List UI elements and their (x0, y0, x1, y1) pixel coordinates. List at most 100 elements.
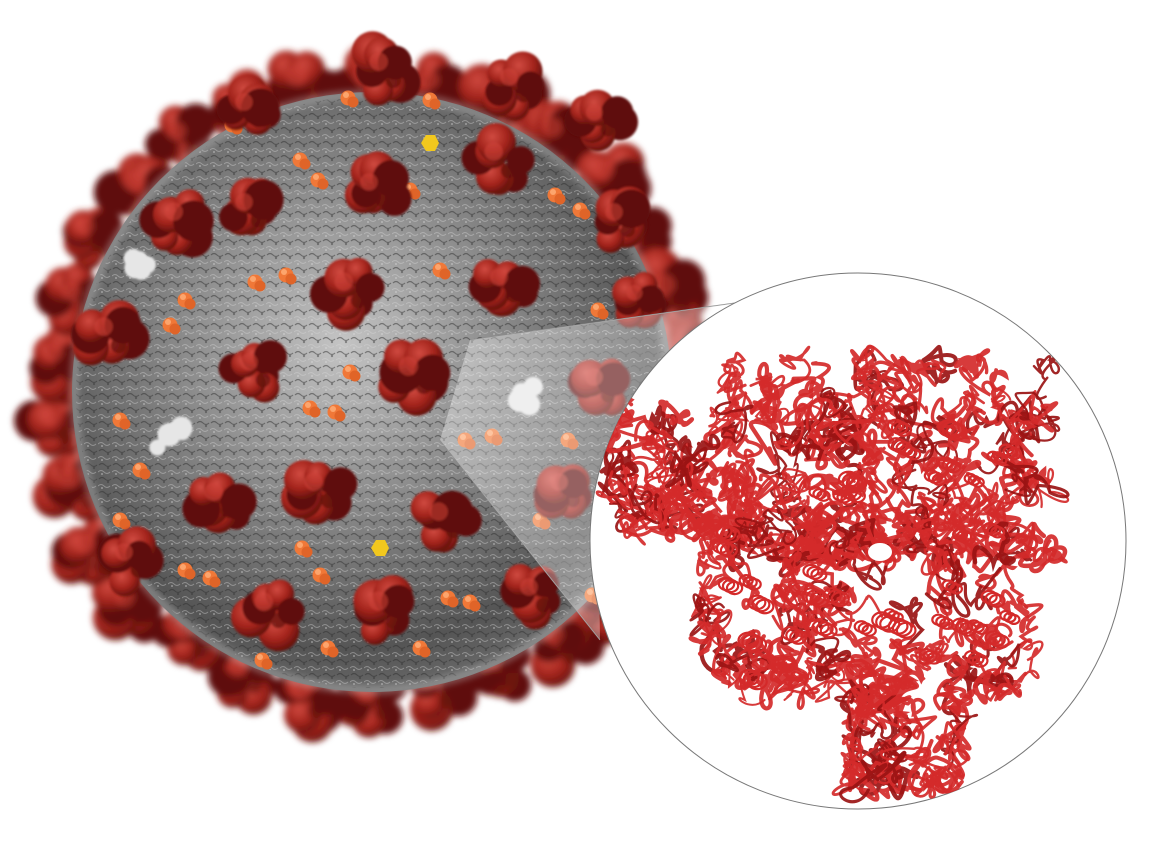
spike-protein-ribbon-structure (595, 344, 1070, 804)
alpha-helix (945, 460, 962, 474)
spike-protein (97, 526, 164, 597)
membrane-protein (302, 400, 321, 418)
ribbon-strand (953, 348, 991, 379)
ribbon-strand (688, 607, 727, 656)
membrane-protein (292, 152, 311, 170)
spike-protein (500, 563, 561, 630)
alpha-helix (941, 420, 964, 440)
envelope-protein (371, 540, 389, 556)
ribbon-strand (643, 483, 683, 523)
ribbon-strand (868, 480, 902, 533)
spike-protein (218, 340, 287, 403)
alpha-helix (990, 526, 1006, 539)
membrane-protein (327, 404, 346, 422)
ribbon-strand (770, 551, 808, 610)
alpha-helix (746, 672, 768, 691)
ribbon-strand (924, 559, 971, 618)
central-cavity (868, 543, 892, 561)
spike-protein (468, 259, 541, 317)
alpha-helix (751, 596, 771, 613)
membrane-protein (320, 640, 339, 658)
alpha-helix (719, 526, 741, 544)
ribbon-strand (808, 397, 851, 469)
spike-protein (309, 257, 385, 331)
ribbon-strand (862, 353, 921, 397)
ribbon-strand (940, 384, 986, 420)
alpha-helix (945, 422, 968, 442)
ribbon-strand (773, 647, 816, 710)
ribbon-strand (948, 483, 987, 525)
ribbon-strand (867, 746, 930, 785)
alpha-helix (960, 531, 977, 546)
ribbon-strand (965, 408, 1041, 444)
zoom-line-top (469, 302, 736, 341)
ribbon-strand (756, 431, 792, 477)
ribbon-strand (866, 383, 894, 429)
alpha-helix (931, 473, 948, 486)
alpha-helix (826, 589, 846, 606)
membrane-protein (310, 172, 329, 190)
ribbon-strand (831, 754, 871, 796)
ribbon-strand (621, 513, 655, 546)
ribbon-strand (658, 399, 695, 428)
ribbon-strand (904, 516, 951, 541)
ribbon-strand (647, 481, 704, 517)
alpha-helix (819, 623, 838, 639)
white-protein (123, 248, 156, 280)
ribbon-strand (919, 767, 962, 794)
membrane-protein (254, 652, 273, 670)
alpha-helix (830, 591, 850, 608)
ribbon-strand (972, 521, 1016, 573)
membrane-protein (590, 302, 609, 320)
ribbon-strand (783, 660, 825, 701)
ribbon-strand (689, 593, 725, 623)
ribbon-strand (1001, 401, 1059, 446)
ribbon-strand (952, 530, 993, 574)
white-protein (507, 376, 543, 416)
ribbon-strand (716, 363, 742, 394)
alpha-helix (725, 580, 744, 596)
ribbon-strand (847, 685, 893, 716)
ribbon-strand (853, 669, 906, 732)
ribbon-strand (1017, 522, 1068, 574)
ribbon-strand (789, 534, 816, 597)
spike-protein (461, 122, 535, 195)
ribbon-strand (910, 421, 958, 473)
ribbon-strand (648, 405, 674, 445)
ribbon-strand (838, 627, 878, 660)
ribbon-strand (779, 468, 811, 506)
ribbon-strand (907, 738, 965, 797)
alpha-helix (755, 598, 775, 615)
ribbon-strand (971, 368, 1010, 425)
alpha-helix (789, 629, 808, 645)
spike-protein (281, 460, 358, 525)
zoom-line-bottom (439, 439, 601, 641)
spike-protein (567, 358, 631, 416)
alpha-helix (894, 422, 913, 437)
spike-protein (231, 579, 305, 652)
spike-protein (353, 575, 415, 645)
membrane-protein (342, 364, 361, 382)
ribbon-strand (698, 508, 727, 559)
alpha-helix (810, 567, 828, 582)
envelope-protein (421, 135, 439, 151)
membrane-protein (340, 90, 359, 108)
membrane-protein (112, 412, 131, 430)
alpha-helix (906, 448, 922, 461)
membrane-protein (177, 292, 196, 310)
spike-protein (482, 51, 544, 120)
alpha-helix (741, 633, 764, 652)
membrane-protein (560, 432, 579, 450)
ribbon-strand (725, 508, 784, 556)
surface-proteins (112, 90, 609, 670)
ribbon-strand (669, 433, 721, 488)
membrane-protein (422, 92, 441, 110)
white-protein (149, 416, 193, 456)
membrane-protein (162, 317, 181, 335)
ribbon-strand (856, 344, 905, 391)
ribbon-strand (798, 361, 831, 405)
membrane-protein (457, 432, 476, 450)
membrane-protein (112, 512, 131, 530)
ribbon-strand (898, 356, 940, 387)
